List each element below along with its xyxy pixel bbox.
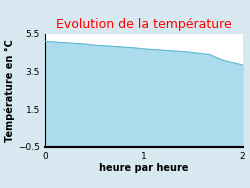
- Y-axis label: Température en °C: Température en °C: [5, 39, 15, 142]
- X-axis label: heure par heure: heure par heure: [99, 163, 188, 173]
- Title: Evolution de la température: Evolution de la température: [56, 18, 232, 31]
